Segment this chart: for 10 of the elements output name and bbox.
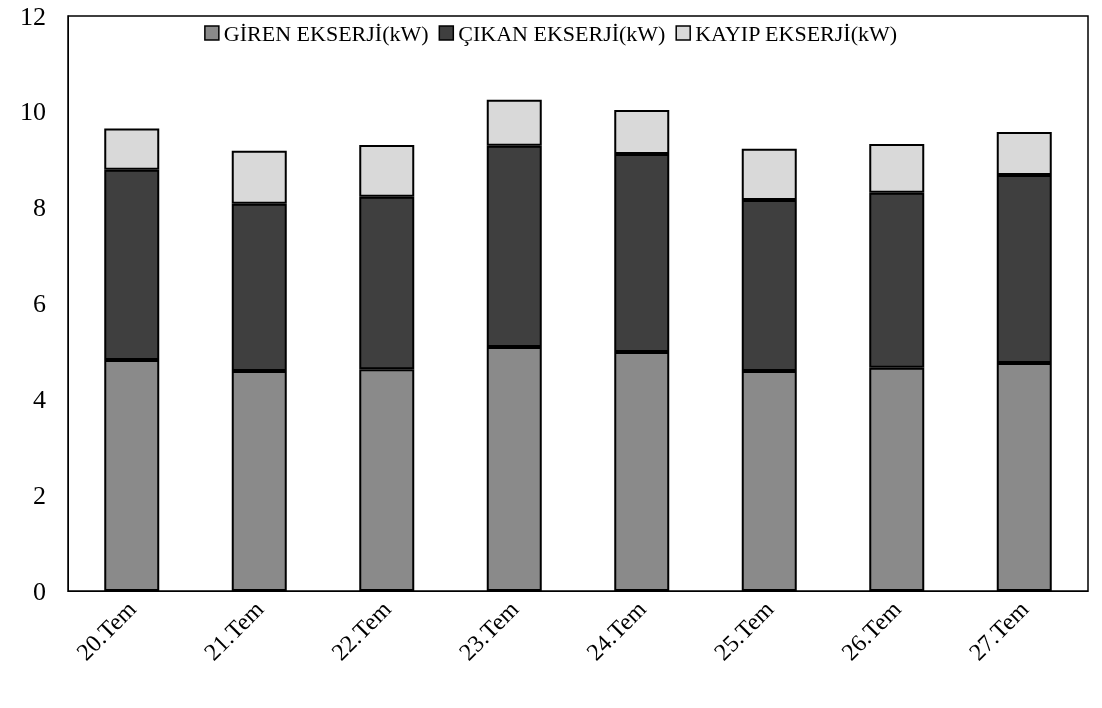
y-tick-label: 0 [33, 576, 46, 606]
y-tick-label: 12 [20, 1, 46, 31]
y-tick-label: 2 [33, 480, 46, 510]
y-tick-label: 6 [33, 289, 46, 318]
legend-label: KAYIP EKSERJİ(kW) [695, 20, 898, 46]
legend-label: GİREN EKSERJİ(kW) [223, 20, 429, 46]
legend-label: ÇIKAN EKSERJİ(kW) [458, 20, 666, 46]
y-tick-label: 8 [33, 193, 46, 223]
y-tick-label: 10 [20, 97, 46, 127]
y-tick-label: 4 [33, 384, 46, 414]
